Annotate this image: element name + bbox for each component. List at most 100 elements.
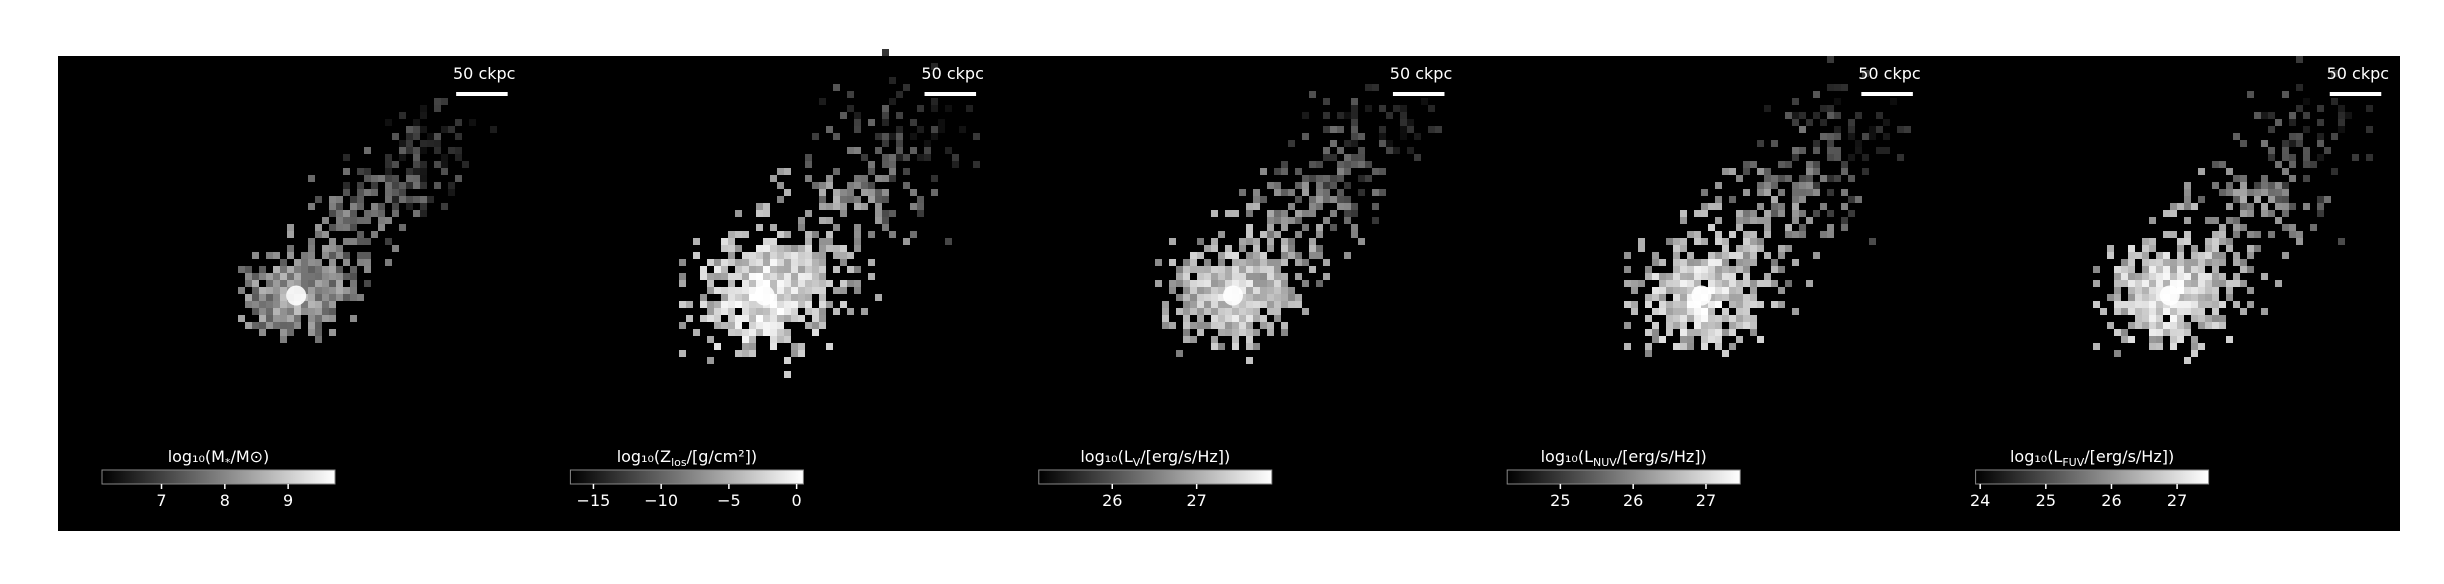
pixel — [1414, 133, 1421, 140]
pixel — [308, 266, 315, 273]
pixel — [1771, 301, 1778, 308]
pixel — [707, 287, 714, 294]
pixel — [784, 336, 791, 343]
pixel — [2121, 336, 2128, 343]
pixel — [1253, 252, 1260, 259]
pixel — [1253, 203, 1260, 210]
pixel — [1225, 273, 1232, 280]
pixel — [350, 287, 357, 294]
pixel — [2303, 98, 2310, 105]
pixel — [1358, 154, 1365, 161]
pixel — [868, 161, 875, 168]
pixel — [336, 294, 343, 301]
pixel — [2163, 308, 2170, 315]
pixel — [1232, 266, 1239, 273]
pixel — [1722, 266, 1729, 273]
pixel — [259, 273, 266, 280]
pixel — [1645, 350, 1652, 357]
colorbar-tick-label: 24 — [1970, 491, 1990, 510]
pixel — [1183, 322, 1190, 329]
pixel — [455, 133, 462, 140]
pixel — [2177, 287, 2184, 294]
pixel — [2247, 203, 2254, 210]
colorbar — [1975, 469, 2210, 485]
pixel — [2317, 105, 2324, 112]
pixel — [875, 203, 882, 210]
colorbar-tick-label: 9 — [283, 491, 293, 510]
pixel — [1267, 287, 1274, 294]
pixel — [1722, 273, 1729, 280]
pixel — [1274, 217, 1281, 224]
pixel — [301, 266, 308, 273]
pixel — [763, 238, 770, 245]
pixel — [280, 322, 287, 329]
pixel — [819, 308, 826, 315]
galaxy-core — [1691, 285, 1712, 306]
pixel — [707, 308, 714, 315]
pixel — [756, 315, 763, 322]
pixel — [1757, 336, 1764, 343]
pixel — [1288, 252, 1295, 259]
pixel — [889, 133, 896, 140]
pixel — [364, 259, 371, 266]
pixel — [2205, 322, 2212, 329]
pixel — [1806, 168, 1813, 175]
pixel — [294, 266, 301, 273]
pixel — [1862, 168, 1869, 175]
pixel — [252, 322, 259, 329]
pixel — [2275, 280, 2282, 287]
pixel — [1379, 105, 1386, 112]
pixel — [2282, 210, 2289, 217]
pixel — [910, 147, 917, 154]
pixel — [1218, 294, 1225, 301]
pixel — [1295, 217, 1302, 224]
pixel — [1743, 245, 1750, 252]
pixel — [2170, 343, 2177, 350]
pixel — [875, 217, 882, 224]
pixel — [2163, 273, 2170, 280]
pixel — [2163, 266, 2170, 273]
pixel — [735, 294, 742, 301]
pixel — [1694, 210, 1701, 217]
pixel — [1288, 140, 1295, 147]
pixel — [1288, 287, 1295, 294]
pixel — [385, 161, 392, 168]
pixel — [2303, 154, 2310, 161]
pixel — [315, 294, 322, 301]
pixel — [1736, 217, 1743, 224]
pixel — [245, 322, 252, 329]
pixel — [791, 245, 798, 252]
pixel — [2191, 350, 2198, 357]
pixel — [2331, 98, 2338, 105]
pixel — [2149, 287, 2156, 294]
pixel — [679, 280, 686, 287]
pixel — [364, 147, 371, 154]
pixel — [1848, 119, 1855, 126]
pixel — [413, 133, 420, 140]
pixel — [1225, 329, 1232, 336]
pixel — [714, 266, 721, 273]
pixel — [1799, 210, 1806, 217]
pixel — [2317, 210, 2324, 217]
pixel — [1813, 91, 1820, 98]
pixel — [1232, 315, 1239, 322]
pixel — [357, 238, 364, 245]
pixel — [322, 217, 329, 224]
pixel — [1218, 280, 1225, 287]
pixel — [1729, 287, 1736, 294]
pixel — [714, 287, 721, 294]
pixel — [287, 329, 294, 336]
pixel — [336, 273, 343, 280]
pixel — [1687, 280, 1694, 287]
pixel — [1197, 287, 1204, 294]
pixel — [2198, 266, 2205, 273]
pixel — [336, 280, 343, 287]
pixel — [1218, 273, 1225, 280]
pixel — [1897, 126, 1904, 133]
pixel — [1176, 280, 1183, 287]
pixel — [329, 203, 336, 210]
pixel — [1260, 168, 1267, 175]
pixel — [728, 231, 735, 238]
pixel — [1736, 210, 1743, 217]
pixel — [2184, 203, 2191, 210]
